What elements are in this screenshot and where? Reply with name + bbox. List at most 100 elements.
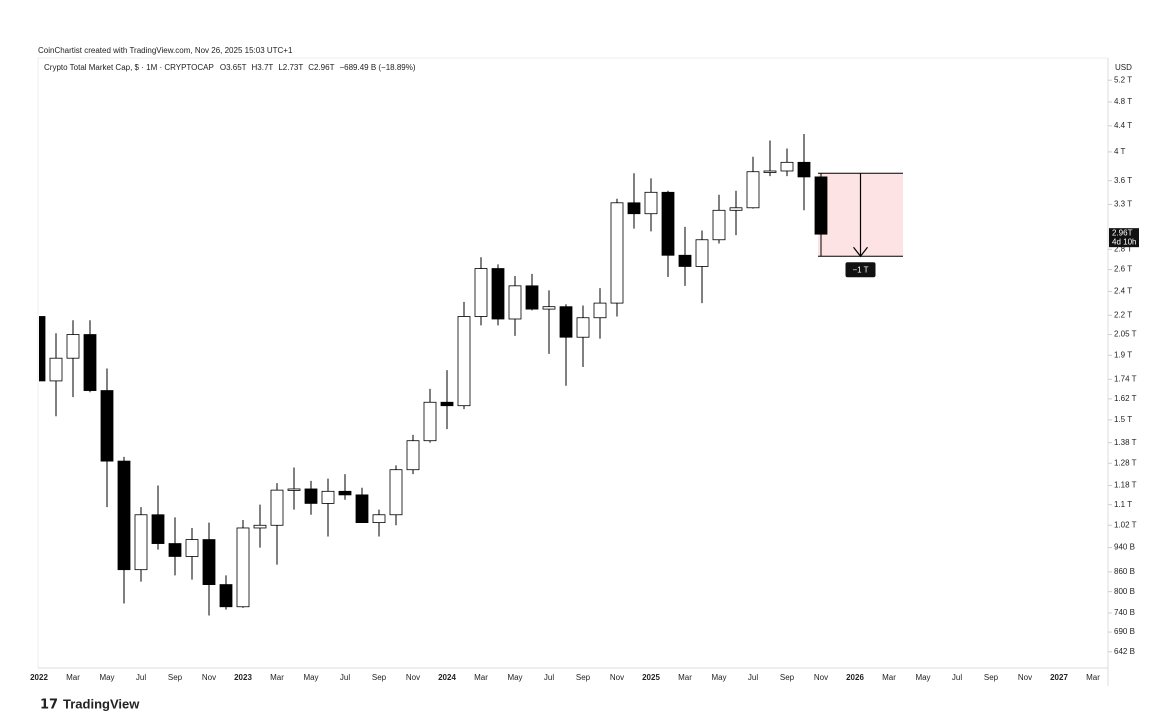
candle-body: [678, 254, 692, 267]
x-tick-label: Nov: [610, 673, 624, 682]
x-tick-label: May: [915, 673, 930, 682]
y-tick-label: 2.8 T: [1114, 244, 1132, 253]
x-tick-label: Jul: [136, 673, 146, 682]
y-tick-label: 1.9 T: [1114, 350, 1132, 359]
x-tick-label: Sep: [780, 673, 795, 682]
measure-label-bg: [845, 262, 876, 278]
ohlc-value: C2.96T: [308, 63, 334, 72]
ohlc-value: H3.7T: [252, 63, 274, 72]
candle-body: [797, 161, 811, 178]
x-tick-label: Jul: [544, 673, 554, 682]
x-tick-label: 2022: [30, 673, 48, 682]
candle-body: [151, 514, 165, 544]
brand-name: TradingView: [63, 696, 140, 711]
x-tick-label: Sep: [168, 673, 183, 682]
candle-body: [236, 527, 250, 608]
x-tick-label: Nov: [406, 673, 420, 682]
candle-body: [202, 539, 216, 585]
candle-body: [253, 524, 267, 529]
y-tick-label: 3.6 T: [1114, 176, 1132, 185]
x-tick-label: Mar: [66, 673, 80, 682]
candle-body: [49, 357, 63, 382]
candle-body: [338, 490, 352, 496]
candle-body: [729, 207, 743, 211]
candle-body: [440, 401, 454, 407]
candle-body: [389, 469, 403, 516]
x-tick-label: Nov: [202, 673, 216, 682]
ohlc-value: L2.73T: [278, 63, 303, 72]
candle-body: [168, 543, 182, 557]
y-tick-label: 860 B: [1114, 567, 1135, 576]
brand-logo: 𝟭𝟳 TradingView: [40, 696, 140, 711]
candle-body: [117, 460, 131, 571]
candle-body: [627, 202, 641, 215]
y-tick-label: 1.28 T: [1114, 458, 1137, 467]
y-tick-label: 4.4 T: [1114, 121, 1132, 130]
candle-body: [100, 390, 114, 462]
candle-body: [185, 539, 199, 557]
candle-body: [39, 316, 46, 382]
candle-body: [66, 334, 80, 359]
candle-body: [219, 584, 233, 608]
y-tick-label: 642 B: [1114, 647, 1135, 656]
candle-body: [525, 285, 539, 310]
candle-body: [712, 209, 726, 241]
ohlc-value: O3.65T: [220, 63, 247, 72]
logo-mark: 𝟭𝟳: [40, 696, 58, 711]
candle-body: [423, 401, 437, 442]
y-tick-label: 740 B: [1114, 608, 1135, 617]
x-tick-label: Mar: [1086, 673, 1100, 682]
symbol: Crypto Total Market Cap, $ · 1M · CRYPTO…: [44, 63, 214, 72]
y-tick-label: 940 B: [1114, 543, 1135, 552]
y-tick-label: 1.62 T: [1114, 394, 1137, 403]
x-tick-label: Jul: [340, 673, 350, 682]
y-tick-label: 1.18 T: [1114, 481, 1137, 490]
plot: [39, 134, 903, 616]
x-tick-label: May: [507, 673, 522, 682]
candle-body: [355, 494, 369, 524]
y-tick-label: 1.5 T: [1114, 415, 1132, 424]
x-tick-label: 2023: [234, 673, 252, 682]
x-tick-label: Mar: [678, 673, 692, 682]
candle-body: [491, 268, 505, 320]
candle-body: [406, 440, 420, 471]
x-tick-label: Sep: [372, 673, 387, 682]
candle-body: [287, 488, 301, 491]
candle-body: [270, 489, 284, 526]
y-tick-label: 2.6 T: [1114, 265, 1132, 274]
candle-body: [559, 306, 573, 338]
last-price: 2.96T: [1112, 228, 1133, 237]
candle-body: [83, 334, 97, 391]
y-tick-label: 2.05 T: [1114, 330, 1137, 339]
y-tick-label: 4.8 T: [1114, 97, 1132, 106]
candle-body: [593, 302, 607, 319]
candle-body: [321, 490, 335, 504]
y-tick-label: 2.4 T: [1114, 287, 1132, 296]
x-tick-label: Mar: [270, 673, 284, 682]
x-tick-label: 2027: [1050, 673, 1068, 682]
legend: Crypto Total Market Cap, $ · 1M · CRYPTO…: [44, 63, 416, 72]
credit: CoinChartist created with TradingView.co…: [38, 46, 293, 55]
x-tick-label: 2025: [642, 673, 660, 682]
measure-label: −1 T: [852, 265, 868, 274]
candle-body: [695, 239, 709, 267]
x-tick-label: May: [99, 673, 114, 682]
x-tick-label: Jul: [748, 673, 758, 682]
candle-body: [372, 514, 386, 524]
countdown: 4d 10h: [1112, 237, 1136, 246]
x-tick-label: 2024: [438, 673, 456, 682]
change: −689.49 B (−18.89%): [339, 63, 415, 72]
y-tick-label: 2.2 T: [1114, 310, 1132, 319]
y-tick-label: 1.02 T: [1114, 520, 1137, 529]
y-tick-label: 800 B: [1114, 587, 1135, 596]
x-tick-label: Nov: [1018, 673, 1032, 682]
x-tick-label: Sep: [576, 673, 591, 682]
y-tick-label: 1.1 T: [1114, 500, 1132, 509]
candle-body: [763, 170, 777, 173]
candle-body: [610, 202, 624, 304]
y-tick-label: 1.38 T: [1114, 438, 1137, 447]
y-tick-label: 1.74 T: [1114, 374, 1137, 383]
candle-body: [746, 171, 760, 209]
x-tick-label: Mar: [882, 673, 896, 682]
